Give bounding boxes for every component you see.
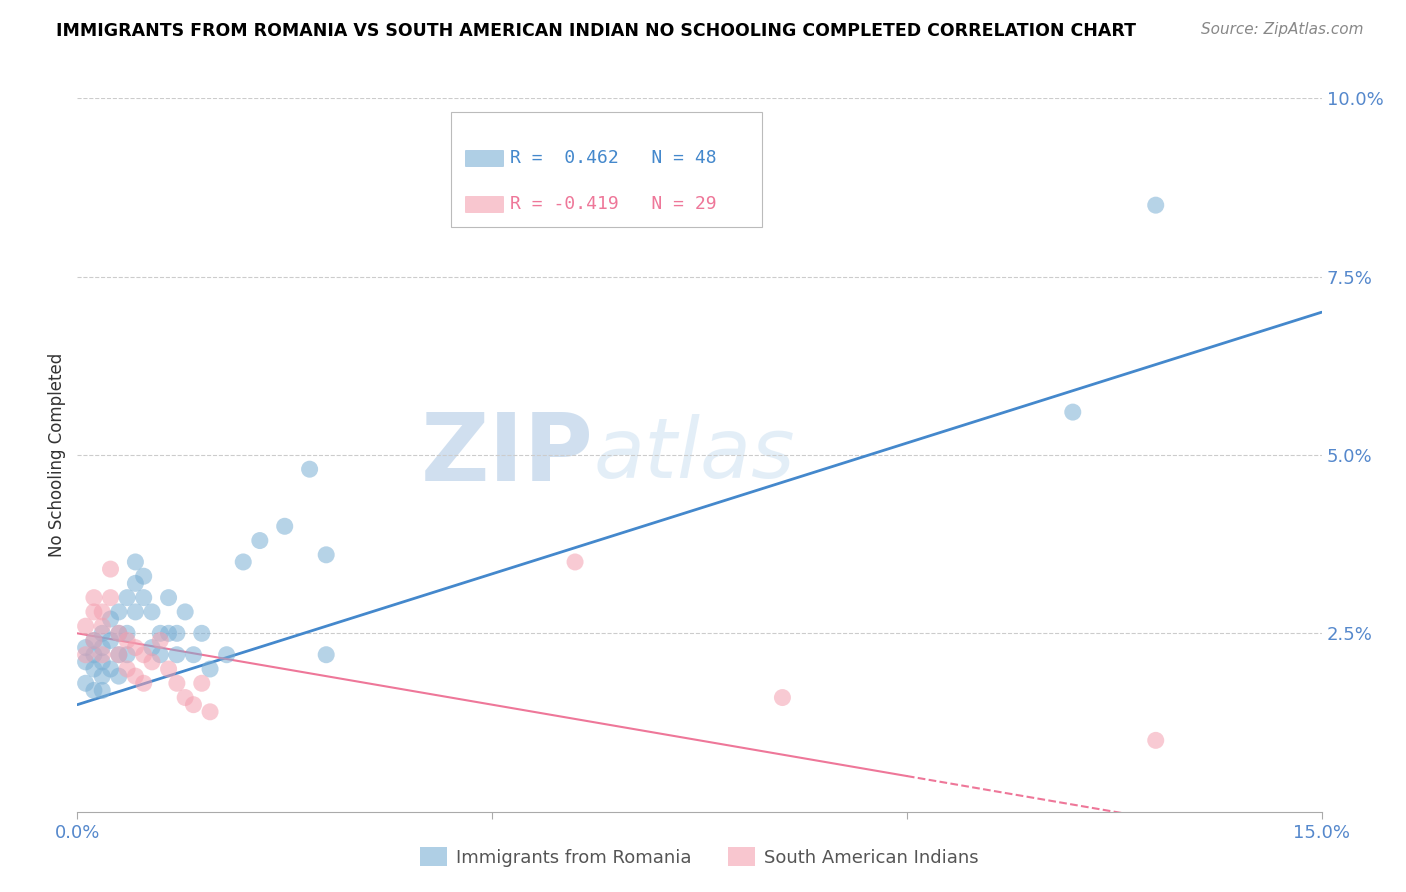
Point: [75, 619, 97, 633]
Point: [166, 676, 188, 690]
Point: [772, 690, 794, 705]
Point: [100, 662, 122, 676]
Point: [141, 605, 163, 619]
Point: [124, 576, 146, 591]
Point: [191, 676, 214, 690]
Point: [75, 676, 97, 690]
Text: R =  0.462   N = 48: R = 0.462 N = 48: [510, 149, 716, 167]
Point: [183, 648, 205, 662]
Point: [1062, 405, 1084, 419]
Point: [157, 626, 180, 640]
Point: [115, 591, 138, 605]
Point: [83, 605, 105, 619]
Point: [108, 626, 131, 640]
Point: [108, 648, 131, 662]
Legend: Immigrants from Romania, South American Indians: Immigrants from Romania, South American …: [413, 840, 986, 874]
Text: ZIP: ZIP: [420, 409, 593, 501]
Point: [298, 462, 321, 476]
Point: [91, 669, 114, 683]
Point: [91, 605, 114, 619]
Point: [115, 662, 138, 676]
Point: [91, 655, 114, 669]
Point: [108, 669, 131, 683]
Point: [83, 648, 105, 662]
Point: [232, 555, 254, 569]
Point: [100, 562, 122, 576]
Point: [108, 648, 131, 662]
Point: [132, 648, 155, 662]
Point: [100, 612, 122, 626]
Point: [564, 555, 586, 569]
Point: [100, 591, 122, 605]
Point: [83, 633, 105, 648]
Text: atlas: atlas: [593, 415, 796, 495]
Y-axis label: No Schooling Completed: No Schooling Completed: [48, 353, 66, 557]
Point: [91, 619, 114, 633]
Point: [198, 705, 221, 719]
Point: [91, 640, 114, 655]
Point: [124, 640, 146, 655]
Point: [174, 690, 197, 705]
Point: [132, 569, 155, 583]
Point: [141, 655, 163, 669]
Point: [157, 591, 180, 605]
Point: [198, 662, 221, 676]
Point: [1144, 733, 1167, 747]
Point: [108, 605, 131, 619]
Point: [91, 683, 114, 698]
Point: [75, 640, 97, 655]
Point: [83, 591, 105, 605]
Point: [75, 648, 97, 662]
Point: [166, 626, 188, 640]
Point: [1144, 198, 1167, 212]
Point: [249, 533, 271, 548]
Point: [149, 626, 172, 640]
Point: [215, 648, 238, 662]
Point: [274, 519, 297, 533]
Point: [315, 548, 337, 562]
Point: [132, 676, 155, 690]
Point: [149, 648, 172, 662]
Text: IMMIGRANTS FROM ROMANIA VS SOUTH AMERICAN INDIAN NO SCHOOLING COMPLETED CORRELAT: IMMIGRANTS FROM ROMANIA VS SOUTH AMERICA…: [56, 22, 1136, 40]
Point: [124, 605, 146, 619]
Point: [124, 669, 146, 683]
Text: R = -0.419   N = 29: R = -0.419 N = 29: [510, 194, 716, 212]
Point: [75, 655, 97, 669]
Point: [115, 648, 138, 662]
Point: [132, 591, 155, 605]
Point: [115, 626, 138, 640]
Point: [183, 698, 205, 712]
Point: [83, 662, 105, 676]
Point: [108, 626, 131, 640]
Point: [83, 633, 105, 648]
Point: [174, 605, 197, 619]
Point: [115, 633, 138, 648]
Text: Source: ZipAtlas.com: Source: ZipAtlas.com: [1201, 22, 1364, 37]
Point: [91, 648, 114, 662]
Point: [149, 633, 172, 648]
Point: [166, 648, 188, 662]
Point: [124, 555, 146, 569]
Point: [141, 640, 163, 655]
Point: [83, 683, 105, 698]
Point: [157, 662, 180, 676]
Point: [100, 633, 122, 648]
Point: [91, 626, 114, 640]
Point: [315, 648, 337, 662]
Point: [191, 626, 214, 640]
